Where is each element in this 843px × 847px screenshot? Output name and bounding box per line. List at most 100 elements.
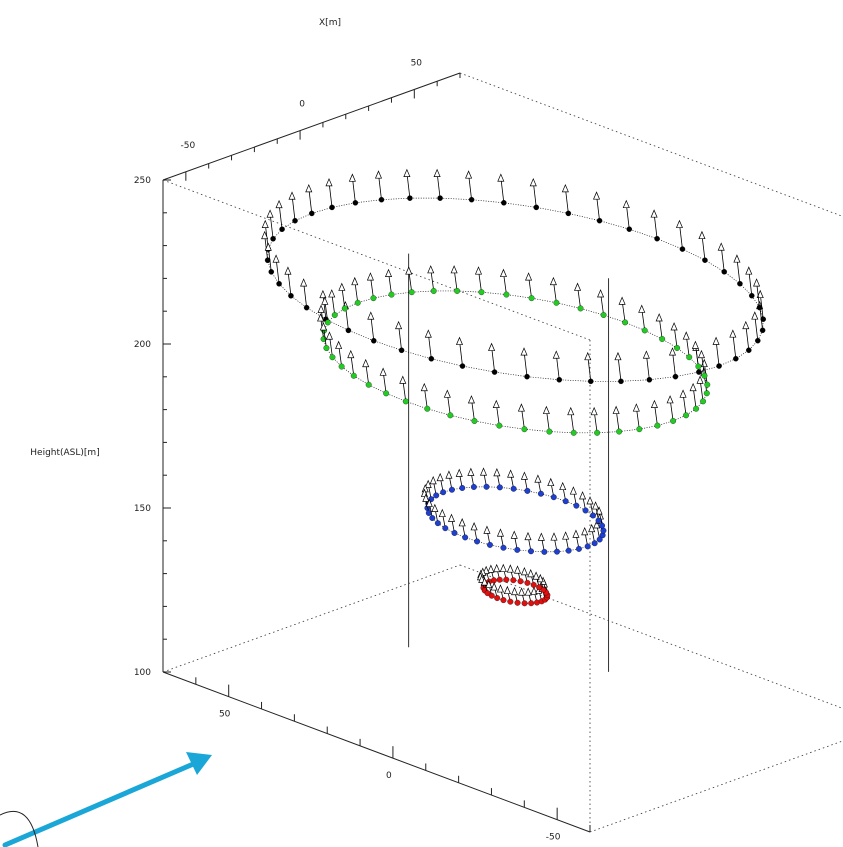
ring-point — [596, 217, 603, 224]
cone-marker — [622, 199, 630, 209]
ring-path — [323, 290, 708, 434]
cone-marker — [325, 331, 333, 340]
cone-marker — [470, 522, 478, 531]
box-edge — [589, 740, 843, 833]
ring-point — [370, 295, 377, 302]
cone-marker — [614, 351, 622, 361]
y-tick-label: 0 — [386, 771, 392, 781]
ring-point — [478, 289, 485, 296]
ring-point — [594, 429, 601, 436]
ring-point — [365, 381, 372, 388]
cone-marker — [572, 529, 580, 538]
ring-point — [672, 373, 679, 380]
cone-marker — [675, 219, 683, 228]
ring-point — [276, 280, 282, 287]
ring-point — [430, 288, 437, 294]
ring-point — [528, 600, 535, 607]
cone-marker — [422, 493, 430, 502]
ring-point — [524, 487, 531, 494]
cone-marker — [579, 491, 587, 500]
cone-marker — [317, 304, 325, 313]
arc-outline — [0, 810, 39, 847]
cone-marker — [275, 199, 283, 209]
ring-point — [641, 327, 648, 334]
ring-point — [454, 288, 461, 294]
cone-marker — [534, 474, 542, 483]
ring-point — [383, 390, 390, 397]
ring-point — [408, 289, 415, 296]
ring-point — [429, 515, 436, 522]
cone-marker — [691, 340, 699, 349]
cone-marker — [319, 322, 327, 331]
ring-point — [292, 217, 298, 224]
z-tick-label: 100 — [134, 668, 151, 678]
cone-marker — [261, 219, 269, 228]
cone-marker — [520, 566, 528, 576]
x-axis-line — [162, 72, 461, 181]
cone-marker — [618, 296, 626, 305]
ring-point — [487, 541, 493, 548]
ring-point — [303, 304, 310, 311]
ring-point — [760, 316, 766, 322]
cone-marker — [642, 350, 650, 359]
cone-marker — [436, 472, 444, 482]
z-tick-label: 150 — [134, 504, 151, 514]
z-axis-title: Height(ASL)[m] — [30, 448, 99, 458]
ring-point — [616, 428, 623, 435]
cone-marker — [264, 242, 272, 251]
cone-marker — [317, 313, 325, 322]
cone-marker — [490, 582, 498, 591]
ring-point — [562, 498, 569, 505]
ring-point — [618, 378, 624, 385]
ring-point — [448, 486, 455, 493]
ring-point — [755, 337, 761, 344]
cone-marker — [520, 471, 528, 480]
ring-point — [546, 428, 553, 435]
y-tick-label: -50 — [546, 833, 561, 843]
cone-marker — [335, 340, 343, 349]
cone-marker — [362, 358, 370, 368]
x-tick-label: -50 — [180, 141, 195, 151]
cone-marker — [650, 209, 658, 218]
cone-marker — [405, 266, 413, 275]
cone-marker — [429, 476, 437, 485]
x-tick-label: 50 — [411, 58, 423, 68]
ring-point — [474, 538, 481, 545]
cone-marker — [562, 531, 570, 540]
cone-marker — [474, 266, 483, 275]
ring-point — [507, 598, 514, 605]
cone-marker — [753, 278, 761, 287]
ring-point — [459, 485, 466, 491]
arrow-shaft — [2, 759, 201, 847]
cone-marker — [592, 501, 600, 510]
cone-marker — [525, 272, 533, 281]
ring-point — [565, 210, 572, 217]
cone-marker — [698, 230, 706, 240]
arrow-head — [186, 752, 212, 775]
ring-point — [537, 490, 544, 497]
cone-marker — [266, 209, 274, 218]
cone-marker — [532, 571, 540, 580]
annotation-arrow — [0, 752, 212, 847]
cone-marker — [593, 191, 601, 200]
cone-marker — [348, 173, 356, 182]
cone-marker — [650, 399, 658, 408]
ring-point — [459, 363, 466, 369]
cone-marker — [499, 268, 507, 277]
cone-marker — [679, 389, 687, 398]
cone-marker — [612, 405, 620, 414]
ring-point — [491, 369, 498, 375]
cone-marker — [347, 349, 355, 359]
ring-series — [420, 467, 607, 555]
ring-point — [575, 545, 582, 552]
cone-marker — [595, 506, 603, 515]
ring-point — [636, 426, 643, 433]
ring-point — [528, 295, 535, 302]
cone-marker — [638, 304, 646, 313]
ring-point — [500, 544, 507, 551]
ring-point — [517, 578, 524, 585]
cone-marker — [399, 375, 407, 384]
cone-marker — [321, 296, 329, 305]
x-axis-title: X[m] — [319, 18, 341, 28]
ring-point — [496, 576, 503, 583]
